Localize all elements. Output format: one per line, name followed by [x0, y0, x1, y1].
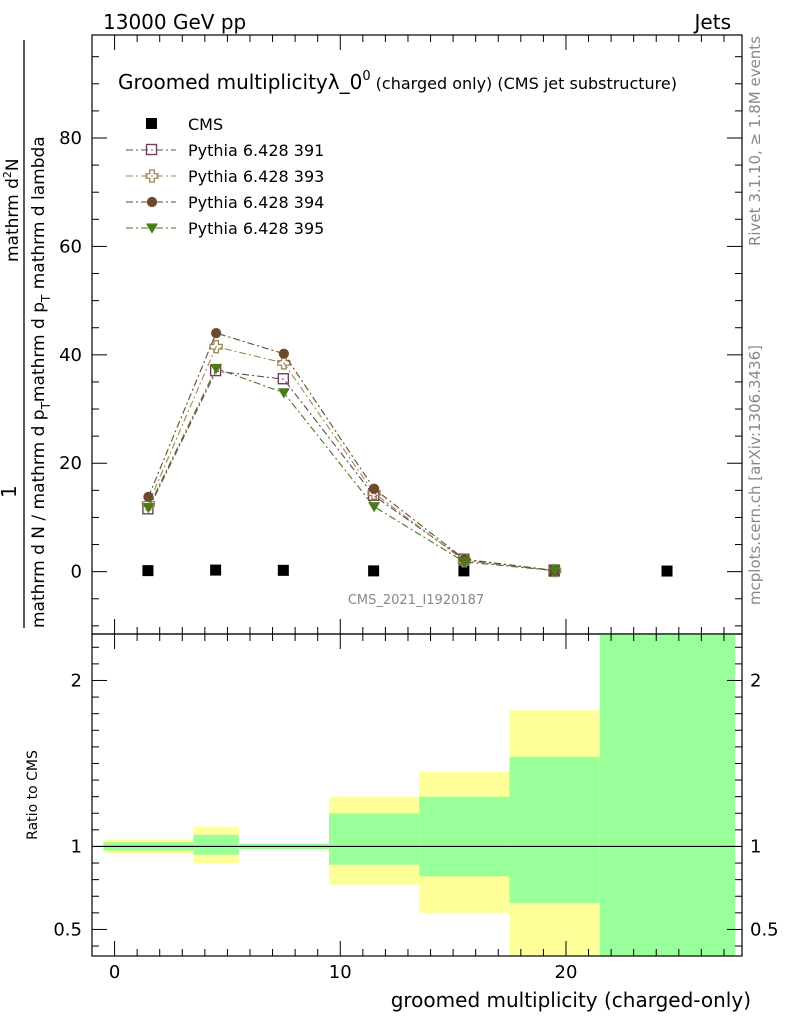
data-point [368, 565, 380, 577]
mcplots-label: mcplots.cern.ch [arXiv:1306.3436] [746, 345, 764, 605]
y-tick-label: 20 [59, 453, 82, 474]
legend-label: Pythia 6.428 395 [188, 219, 324, 238]
series-1 [142, 364, 560, 576]
data-point [211, 328, 222, 339]
legend-label: Pythia 6.428 391 [188, 141, 324, 160]
data-point [143, 491, 154, 502]
ratio-y-tick-label-right: 2 [750, 670, 761, 691]
series-0 [142, 564, 673, 577]
data-point [141, 497, 156, 511]
data-point [142, 503, 155, 514]
series-2 [141, 340, 562, 578]
y-axis-label-denominator: mathrm d N / mathrm d pTmathrm d pT math… [29, 136, 53, 628]
data-point [210, 363, 223, 375]
x-tick-label: 20 [555, 962, 578, 983]
series-4 [142, 363, 561, 577]
header-process-label: 13000 GeV pp [103, 10, 246, 34]
ratio-band-green [419, 796, 510, 877]
plot-title-suffix: (charged only) (CMS jet substructure) [371, 74, 677, 93]
legend-item: CMS [146, 115, 223, 134]
data-point [210, 564, 222, 576]
series-line [147, 370, 555, 572]
ratio-y-tick-label-right: 0.5 [750, 919, 779, 940]
analysis-watermark: CMS_2021_I1920187 [348, 593, 484, 608]
data-point [277, 388, 290, 399]
data-point [548, 566, 561, 577]
legend: CMS Pythia 6.428 391 Pythia 6.428 393 Pythi… [126, 115, 324, 238]
legend-marker [145, 169, 159, 183]
series-line [147, 346, 555, 572]
data-point [277, 373, 290, 385]
data-point [277, 356, 291, 370]
ratio-band-green [599, 634, 736, 956]
ratio-band-green [509, 756, 600, 903]
data-point [142, 565, 154, 577]
ratio-plot-frame [91, 633, 743, 957]
plot-title-superscript: 0 [362, 69, 370, 84]
legend-label: CMS [188, 115, 223, 134]
legend-label: Pythia 6.428 393 [188, 167, 324, 186]
legend-marker [146, 223, 158, 234]
series-line [147, 332, 555, 572]
ratio-y-tick-label-left: 2 [71, 670, 82, 691]
y-axis-label-main: 1 mathrm d N / mathrm d pTmathrm d pT ma… [0, 40, 53, 628]
series-line [147, 367, 555, 572]
data-point [369, 483, 380, 494]
data-point [209, 340, 223, 354]
data-point [278, 348, 289, 359]
legend-item: Pythia 6.428 394 [126, 193, 324, 212]
x-tick-label: 0 [109, 962, 120, 983]
rivet-version-label: Rivet 3.1.10, ≥ 1.8M events [746, 36, 764, 246]
y-tick-label: 60 [59, 236, 82, 257]
plot-title: Groomed multiplicityλ_00 (charged only) … [118, 69, 677, 94]
y-axis-label-ratio: Ratio to CMS [25, 750, 41, 840]
legend-marker [145, 143, 158, 156]
ratio-y-tick-label-left: 1 [71, 836, 82, 857]
header-jets-label: Jets [693, 10, 731, 34]
x-tick-label: 10 [329, 962, 352, 983]
y-axis-label-dN: mathrm d2N [1, 158, 23, 262]
data-point [458, 557, 471, 568]
ratio-y-tick-label-left: 0.5 [53, 919, 82, 940]
data-point [277, 564, 289, 576]
x-axis-label: groomed multiplicity (charged-only) [391, 988, 751, 1012]
legend-item: Pythia 6.428 395 [126, 219, 324, 238]
data-point [368, 502, 381, 513]
ratio-band-green [193, 834, 239, 855]
y-tick-label: 80 [59, 128, 82, 149]
ratio-band-green [328, 813, 420, 865]
ratio-y-tick-label-right: 1 [750, 836, 761, 857]
data-point [458, 565, 470, 577]
y-axis-label-numerator: 1 [0, 485, 21, 498]
series-3 [143, 328, 560, 576]
legend-marker [146, 118, 157, 129]
legend-marker [146, 196, 158, 208]
legend-item: Pythia 6.428 393 [126, 167, 324, 186]
data-point [661, 565, 673, 577]
plot-title-main: Groomed multiplicityλ_0 [118, 70, 362, 94]
y-tick-label: 0 [71, 562, 82, 583]
ratio-plot-panel: 0.5 0.5 1 1 2 2 [53, 633, 779, 957]
legend-label: Pythia 6.428 394 [188, 193, 324, 212]
y-tick-label: 40 [59, 345, 82, 366]
legend-item: Pythia 6.428 391 [126, 141, 324, 160]
